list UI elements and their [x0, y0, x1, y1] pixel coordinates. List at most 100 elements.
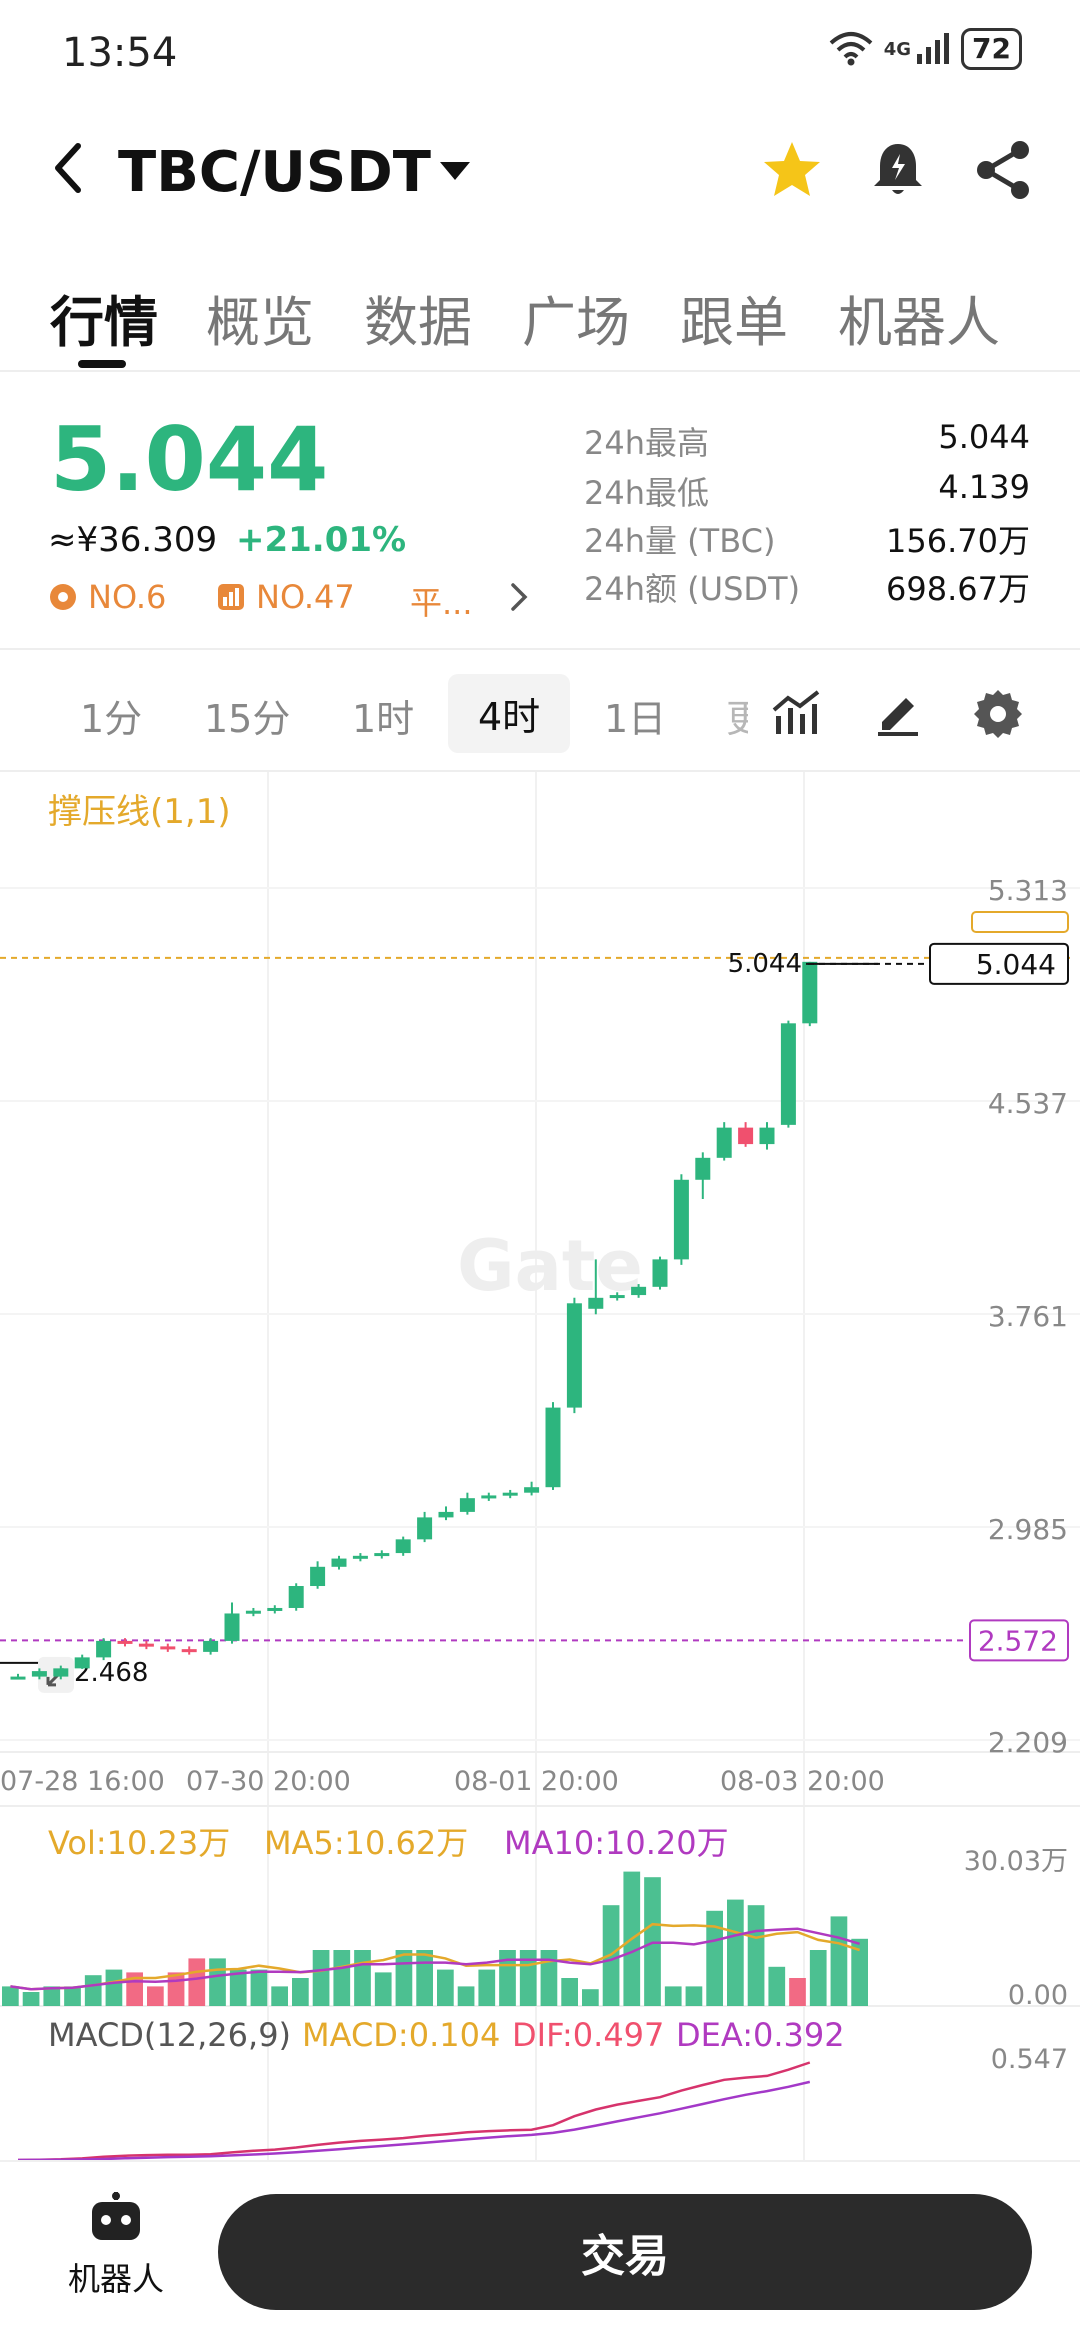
volume-bar — [2, 1986, 19, 2006]
x-tick-label: 08-03 20:00 — [720, 1766, 885, 1797]
candle-body — [502, 1492, 518, 1496]
robot-shortcut[interactable]: 机器人 — [56, 2192, 176, 2300]
candle-body — [545, 1407, 561, 1488]
pair-title[interactable]: TBC/USDT — [118, 140, 431, 205]
volume-bar — [271, 1986, 288, 2006]
tab-square[interactable]: 广场 — [522, 291, 630, 354]
indicator-label[interactable]: 撑压线(1,1) — [48, 792, 231, 832]
volume-bar — [209, 1958, 226, 2006]
candle-body — [288, 1586, 304, 1608]
volume-bar — [685, 1986, 703, 2006]
status-bar: 13:54 4G 72 — [0, 0, 1080, 110]
main-tabs: 行情 概览 数据 广场 跟单 机器人 — [0, 260, 1080, 370]
candle-body — [395, 1539, 411, 1554]
indicator-box — [971, 911, 1069, 933]
settings-gear-icon[interactable] — [972, 686, 1024, 738]
candle-body — [566, 1303, 582, 1408]
candle-body — [588, 1297, 604, 1309]
divider — [0, 370, 1080, 372]
tab-copy-trading[interactable]: 跟单 — [680, 291, 788, 354]
volume-bar — [22, 1992, 40, 2006]
volume-pane: 30.03万 0.00 — [2, 1846, 1068, 2011]
signal-icon — [917, 33, 950, 64]
candle-body — [374, 1553, 390, 1557]
candle-body — [96, 1640, 112, 1658]
candle-body — [267, 1607, 283, 1611]
rank-badge-2[interactable]: NO.47 — [216, 578, 355, 616]
interval-1m[interactable]: 1分 — [80, 697, 143, 741]
volume-bar — [747, 1905, 765, 2006]
star-icon[interactable] — [760, 138, 824, 202]
candle-body — [245, 1610, 261, 1614]
volume-ma10-line — [10, 1927, 860, 1991]
volume-bar — [312, 1950, 330, 2006]
interval-1d[interactable]: 1日 — [604, 697, 667, 741]
volume-max-label: 30.03万 — [964, 1846, 1068, 1877]
rank-label: 平... — [410, 584, 473, 622]
header: TBC/USDT — [0, 110, 1080, 230]
volume-bar — [64, 1986, 81, 2006]
time-axis: 07-28 16:00 07-30 20:00 08-01 20:00 08-03 2… — [0, 1766, 885, 1797]
tab-overview[interactable]: 概览 — [206, 291, 314, 354]
volume-bar — [664, 1986, 682, 2006]
tab-market[interactable]: 行情 — [50, 291, 158, 354]
network-type: 4G — [883, 38, 912, 60]
interval-15m[interactable]: 15分 — [204, 697, 291, 741]
tab-data[interactable]: 数据 — [364, 291, 472, 354]
chevron-right-icon[interactable] — [508, 580, 530, 614]
volume-bar — [416, 1950, 433, 2006]
bottom-bar: 机器人 交易 — [0, 2160, 1080, 2340]
candle-body — [631, 1286, 647, 1296]
pair-dropdown-icon[interactable] — [440, 162, 470, 180]
y-tick-label: 5.313 — [988, 874, 1068, 907]
rank-badge-3[interactable]: 平... — [410, 578, 473, 624]
indicator-icon[interactable] — [770, 686, 822, 738]
volume-bar — [830, 1916, 848, 2006]
robot-icon — [92, 2192, 140, 2240]
candle-body — [652, 1259, 668, 1287]
volume-bar — [43, 1986, 61, 2006]
candles — [10, 961, 818, 1680]
chart-grid — [0, 772, 1080, 2160]
high-marker-label: 5.044 — [728, 949, 802, 979]
candle-body — [53, 1668, 69, 1677]
volume-bar — [727, 1899, 744, 2006]
volume-bar — [374, 1972, 392, 2006]
x-tick-label: 08-01 20:00 — [454, 1766, 619, 1797]
price-alert-bell-icon[interactable] — [866, 138, 930, 202]
candle-body — [524, 1487, 540, 1493]
candle-body — [459, 1498, 475, 1512]
volume-bar — [147, 1986, 164, 2006]
y-tick-label: 2.209 — [988, 1726, 1068, 1759]
back-arrow-icon[interactable] — [48, 138, 88, 198]
candle-body — [224, 1613, 240, 1641]
trade-button[interactable]: 交易 — [218, 2194, 1032, 2310]
share-icon[interactable] — [972, 138, 1036, 202]
support-box-label: 2.572 — [978, 1624, 1058, 1657]
rank-badge-1[interactable]: NO.6 — [48, 578, 166, 616]
ma5-legend: MA5:10.62万 — [264, 1824, 469, 1862]
stat-volume-value: 156.70万 — [886, 522, 1030, 560]
candle-body — [203, 1640, 219, 1652]
volume-bar — [706, 1910, 723, 2006]
y-tick-label: 4.537 — [988, 1087, 1068, 1120]
price-change: +21.01% — [236, 520, 407, 560]
tab-bots[interactable]: 机器人 — [838, 291, 1000, 354]
interval-4h[interactable]: 4时 — [448, 674, 571, 753]
battery-indicator: 72 — [961, 28, 1022, 70]
candle-body — [10, 1676, 26, 1680]
volume-bar — [519, 1950, 537, 2006]
interval-more[interactable]: 更 — [726, 697, 748, 741]
x-tick-label: 07-28 16:00 — [0, 1766, 165, 1797]
candle-body — [352, 1555, 368, 1559]
draw-tool-icon[interactable] — [872, 686, 924, 738]
volume-bar — [292, 1978, 309, 2006]
candle-body — [716, 1127, 732, 1158]
last-price-box-label: 5.044 — [976, 948, 1056, 981]
macd-max-label: 0.547 — [991, 2044, 1068, 2075]
interval-1h[interactable]: 1时 — [352, 697, 415, 741]
status-icons: 4G 72 — [828, 28, 1022, 70]
volume-bar — [250, 1969, 268, 2006]
volume-bar — [809, 1950, 827, 2006]
